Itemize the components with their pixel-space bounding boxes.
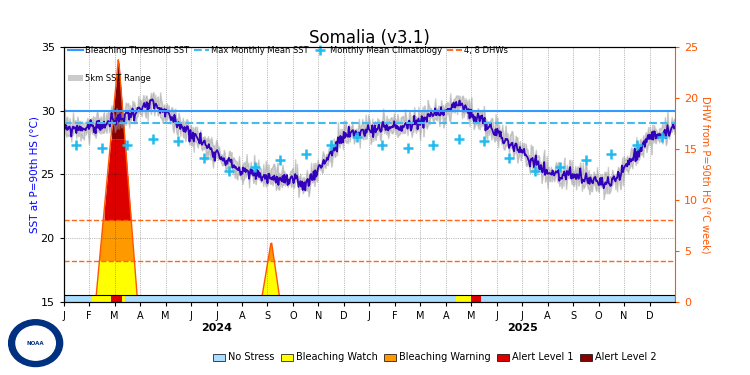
Legend: 5km SST Range: 5km SST Range <box>68 74 152 83</box>
Title: Somalia (v3.1): Somalia (v3.1) <box>309 29 430 47</box>
Legend: No Stress, Bleaching Watch, Bleaching Warning, Alert Level 1, Alert Level 2: No Stress, Bleaching Watch, Bleaching Wa… <box>209 349 661 366</box>
Y-axis label: SST at P=90th HS (°C): SST at P=90th HS (°C) <box>29 116 39 233</box>
Circle shape <box>9 320 62 366</box>
Text: 2024: 2024 <box>201 323 232 333</box>
Circle shape <box>16 326 55 360</box>
Text: NOAA: NOAA <box>27 340 44 346</box>
Y-axis label: DHW from P=90th HS (°C week): DHW from P=90th HS (°C week) <box>701 96 711 253</box>
Text: 2025: 2025 <box>507 323 538 333</box>
